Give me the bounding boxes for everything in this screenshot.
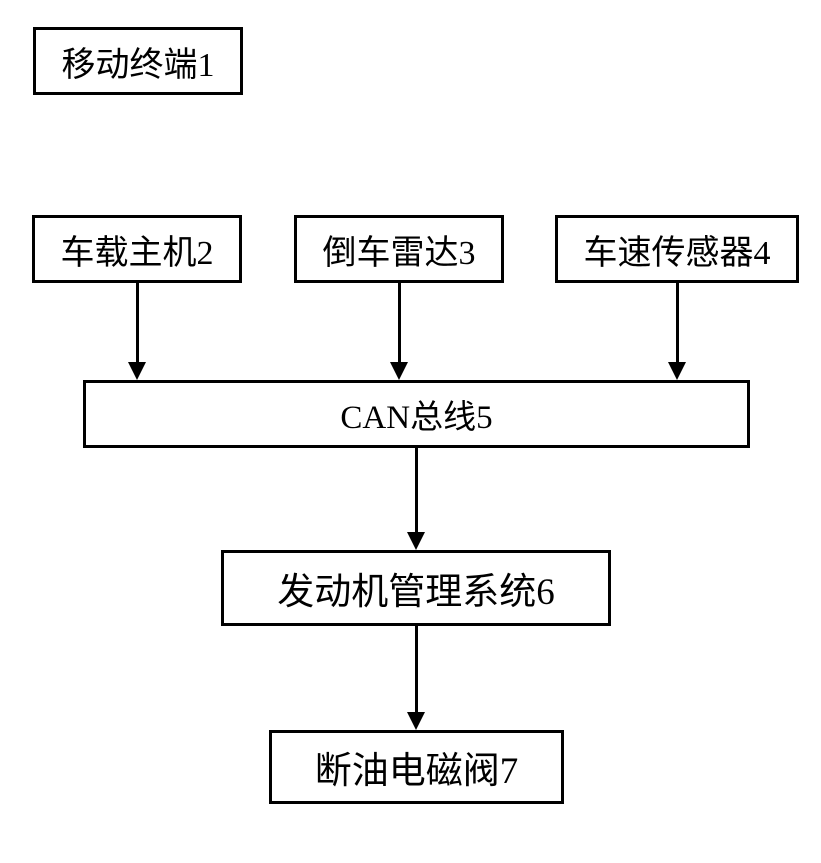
edge-line xyxy=(398,283,401,364)
node-label: 断油电磁阀7 xyxy=(315,740,519,794)
node-reverse-radar: 倒车雷达3 xyxy=(294,215,504,283)
edge-arrow-head-icon xyxy=(390,362,408,380)
node-label: 车载主机2 xyxy=(61,225,214,274)
node-label: 倒车雷达3 xyxy=(323,225,476,274)
edge-arrow-head-icon xyxy=(668,362,686,380)
node-fuel-cut-valve: 断油电磁阀7 xyxy=(269,730,564,804)
edge-arrow-head-icon xyxy=(407,712,425,730)
node-engine-mgmt: 发动机管理系统6 xyxy=(221,550,611,626)
edge-line xyxy=(415,448,418,534)
node-label: 发动机管理系统6 xyxy=(277,561,555,615)
node-label: 移动终端1 xyxy=(62,37,215,86)
edge-line xyxy=(136,283,139,364)
edge-arrow-head-icon xyxy=(128,362,146,380)
node-label: CAN总线5 xyxy=(340,390,492,438)
node-can-bus: CAN总线5 xyxy=(83,380,750,448)
edge-line xyxy=(415,626,418,714)
edge-line xyxy=(676,283,679,364)
edge-arrow-head-icon xyxy=(407,532,425,550)
node-label: 车速传感器4 xyxy=(584,225,771,274)
node-speed-sensor: 车速传感器4 xyxy=(555,215,799,283)
node-mobile-terminal: 移动终端1 xyxy=(33,27,243,95)
node-vehicle-host: 车载主机2 xyxy=(32,215,242,283)
